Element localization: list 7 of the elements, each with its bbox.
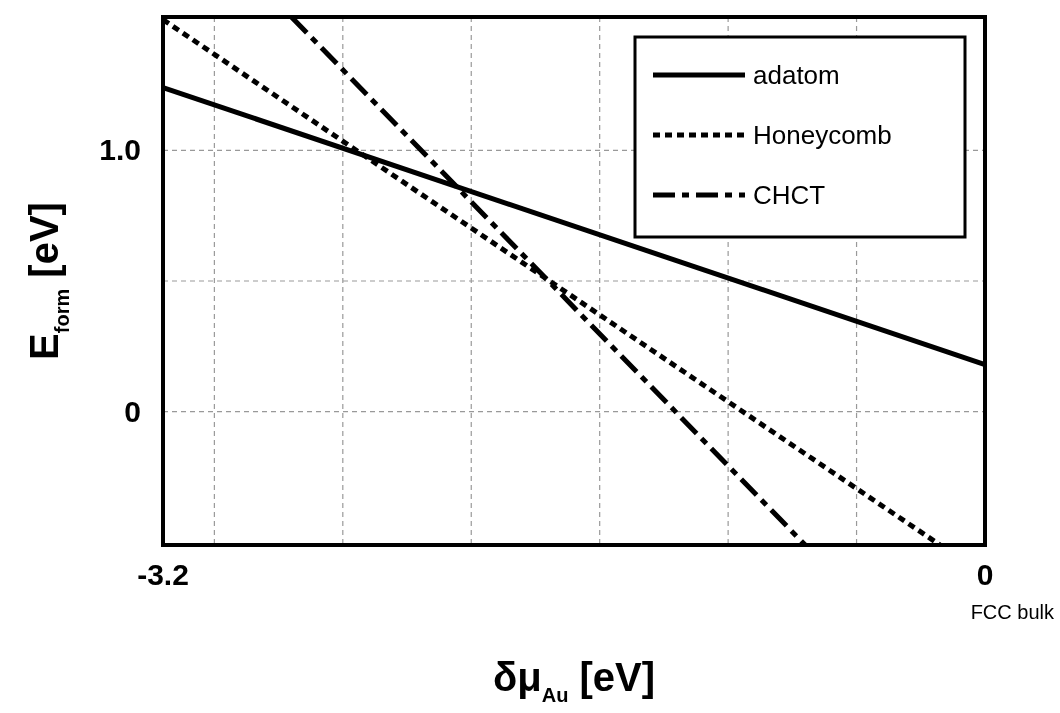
legend-label: CHCT: [753, 180, 826, 210]
text: FCC bulk: [970, 601, 1055, 623]
x-axis-title: δμ$_{Au}$ [eV]: [492, 655, 656, 706]
x-tick-label: -3.2: [137, 558, 189, 591]
legend-label: Honeycomb: [753, 120, 892, 150]
legend-label: adatom: [753, 60, 840, 90]
y-tick-label: 1.0: [99, 133, 141, 167]
